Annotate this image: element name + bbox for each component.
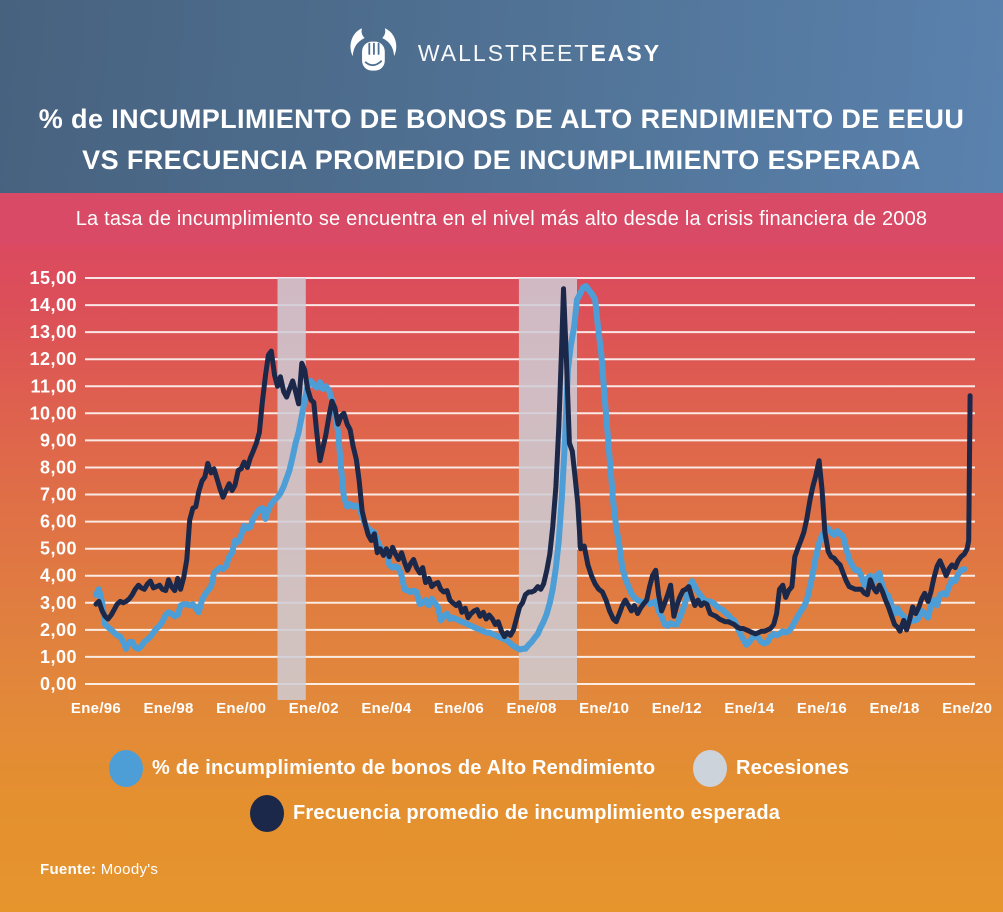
svg-text:Ene/02: Ene/02: [289, 700, 339, 717]
svg-text:6,00: 6,00: [40, 512, 77, 532]
svg-text:2,00: 2,00: [40, 620, 77, 640]
svg-text:11,00: 11,00: [30, 376, 77, 396]
svg-text:3,00: 3,00: [40, 593, 77, 613]
svg-text:15,00: 15,00: [29, 268, 77, 288]
subtitle-text: La tasa de incumplimiento se encuentra e…: [75, 207, 928, 230]
svg-text:Ene/06: Ene/06: [434, 700, 484, 717]
svg-text:8,00: 8,00: [40, 458, 77, 478]
legend-dot-gray: [693, 750, 727, 787]
page-title-line1: % de INCUMPLIMIENTO DE BONOS DE ALTO REN…: [38, 104, 965, 134]
source-note: Fuente: Moody's: [40, 861, 158, 878]
legend-dot-blue: [109, 750, 143, 787]
svg-text:1,00: 1,00: [40, 647, 77, 667]
bull-icon: [350, 28, 396, 71]
legend-item-recessions: Recesiones: [693, 750, 849, 787]
brand-logo: WALLSTREETEASY: [342, 22, 661, 84]
header: WALLSTREETEASY % de INCUMPLIMIENTO DE BO…: [0, 0, 1003, 193]
chart-section: 0,00 1,00 2,00 3,00 4,00 5,00 6,00 7,00 8,00 9,00…: [0, 245, 1003, 912]
legend-label-default-rate: % de incumplimiento de bonos de Alto Ren…: [152, 757, 656, 779]
chart-svg: 0,00 1,00 2,00 3,00 4,00 5,00 6,00 7,00 8,00 9,00…: [29, 268, 992, 717]
page-title-line2: VS FRECUENCIA PROMEDIO DE INCUMPLIMIENTO…: [82, 145, 921, 175]
svg-text:9,00: 9,00: [40, 430, 77, 450]
svg-text:14,00: 14,00: [29, 295, 77, 315]
svg-text:Ene/20: Ene/20: [942, 700, 992, 717]
source-label: Fuente:: [40, 861, 97, 878]
legend-item-expected-frequency: Frecuencia promedio de incumplimiento es…: [250, 795, 780, 832]
svg-text:10,00: 10,00: [29, 403, 77, 423]
legend-label-expected-frequency: Frecuencia promedio de incumplimiento es…: [293, 802, 781, 824]
source-value: Moody's: [100, 861, 159, 878]
page-title: % de INCUMPLIMIENTO DE BONOS DE ALTO REN…: [0, 99, 1003, 181]
svg-text:5,00: 5,00: [40, 539, 77, 559]
legend-item-default-rate: % de incumplimiento de bonos de Alto Ren…: [109, 750, 655, 787]
svg-text:Ene/96: Ene/96: [71, 700, 121, 717]
svg-text:7,00: 7,00: [40, 485, 77, 505]
svg-text:Ene/12: Ene/12: [652, 700, 702, 717]
svg-text:Ene/10: Ene/10: [579, 700, 629, 717]
svg-text:Ene/16: Ene/16: [797, 700, 847, 717]
svg-text:Ene/00: Ene/00: [216, 700, 266, 717]
svg-text:Ene/14: Ene/14: [724, 700, 775, 717]
svg-text:4,00: 4,00: [40, 566, 77, 586]
legend-label-recessions: Recesiones: [736, 757, 850, 779]
brand-wordmark-light: WALLSTREET: [417, 39, 591, 66]
svg-text:Ene/08: Ene/08: [507, 700, 557, 717]
subtitle-bar: La tasa de incumplimiento se encuentra e…: [0, 193, 1003, 245]
svg-text:0,00: 0,00: [40, 674, 77, 694]
svg-text:12,00: 12,00: [29, 349, 77, 369]
legend-dot-navy: [250, 795, 284, 832]
brand-wordmark: WALLSTREETEASY: [418, 40, 661, 67]
svg-text:Ene/18: Ene/18: [870, 700, 920, 717]
svg-text:13,00: 13,00: [29, 322, 77, 342]
svg-text:Ene/98: Ene/98: [144, 700, 194, 717]
svg-text:Ene/04: Ene/04: [361, 700, 412, 717]
brand-wordmark-bold: EASY: [590, 39, 662, 66]
